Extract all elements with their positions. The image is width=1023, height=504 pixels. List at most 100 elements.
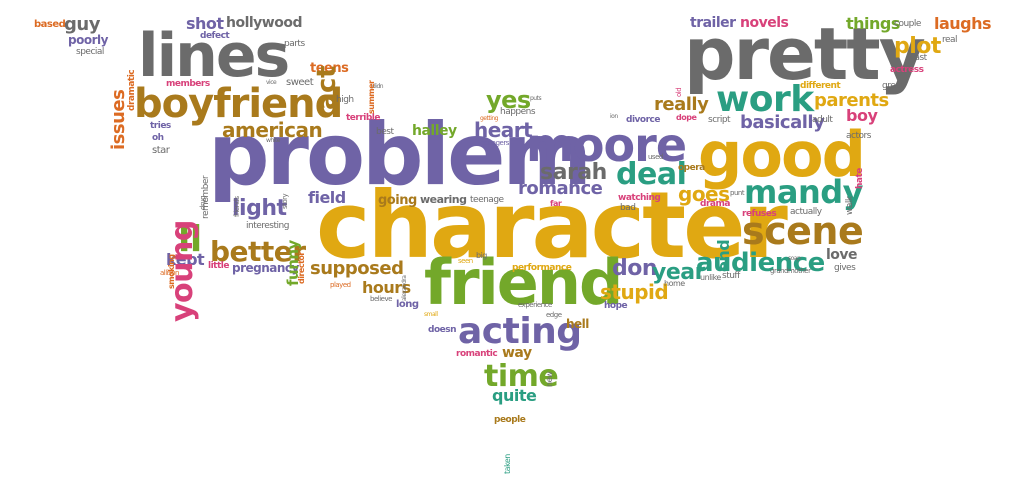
word-adult: adult <box>812 115 833 125</box>
word-soap: punt <box>730 189 745 197</box>
word-supposed: supposed <box>310 258 404 279</box>
word-really: really <box>654 94 709 115</box>
word-director: director <box>297 252 306 284</box>
word-didn: didn <box>372 83 384 90</box>
word-allison: allison <box>160 269 180 277</box>
word-divorce: divorce <box>626 115 660 125</box>
word-long: long <box>396 299 419 310</box>
word-played: played <box>330 281 351 289</box>
word-romance: romance <box>518 178 603 199</box>
word-yes: yes <box>486 86 531 114</box>
word-plot: plot <box>894 34 941 59</box>
word-stupid: stupid <box>600 280 669 304</box>
word-problem: problem <box>208 105 592 205</box>
word-actress: actress <box>890 65 924 75</box>
word-little: little <box>208 261 229 271</box>
word-home: home <box>664 279 685 288</box>
word-new: new <box>545 371 554 387</box>
word-things: things <box>846 14 900 33</box>
word-ll: ll <box>178 219 202 260</box>
word-time: time <box>484 359 559 394</box>
word-sarah: sarah <box>540 160 607 185</box>
word-hell: hell <box>566 317 589 331</box>
word-laughs: laughs <box>934 14 992 33</box>
word-actors: actors <box>846 131 871 141</box>
word-dope: dope <box>676 113 697 122</box>
word-field: field <box>308 188 346 207</box>
word-used: opera <box>678 163 705 173</box>
word-walk: walk <box>845 196 855 215</box>
word-drama: drama <box>700 199 730 209</box>
word-old: summer <box>367 80 376 115</box>
word-love: love <box>826 247 858 263</box>
word-way: way <box>502 345 532 361</box>
word-different: different <box>800 81 841 91</box>
word-white: story <box>281 193 289 209</box>
word-defect: defect <box>200 31 230 41</box>
word-trailer: trailer <box>690 15 736 31</box>
word-end: end <box>714 239 733 272</box>
word-teens: teens <box>310 61 349 76</box>
word-high: high <box>336 95 354 105</box>
word-story: drug <box>199 195 207 210</box>
word-sweet: sweet <box>286 77 314 88</box>
word-interesting: interesting <box>246 221 289 231</box>
word-oh: oh <box>152 133 164 143</box>
word-kept: kept <box>166 250 205 269</box>
word-friend: friend <box>424 246 623 319</box>
word-great: great <box>882 81 904 91</box>
word-far: far <box>550 199 562 208</box>
word-lines: lines <box>138 21 290 91</box>
word-drug: friends <box>233 196 241 217</box>
word-people: people <box>494 415 526 425</box>
word-hate: hate <box>855 168 865 189</box>
word-bad: bad <box>620 203 636 213</box>
word-act: act <box>312 66 342 110</box>
word-real: real <box>942 35 958 45</box>
word-experience: experience <box>518 301 552 309</box>
word-basically: basically <box>740 112 825 133</box>
word-goes: goes <box>678 182 730 206</box>
word-hollywood: hollywood <box>226 15 303 31</box>
word-vice: vice <box>266 79 277 86</box>
word-dramatic: dramatic <box>127 69 137 111</box>
word-romantic: romantic <box>456 349 498 359</box>
word-performance: performance <box>512 263 572 273</box>
word-unlike: unlike <box>700 273 721 282</box>
word-alexandra: white <box>266 137 280 144</box>
word-best: best <box>376 127 394 137</box>
word-issues: issues <box>108 89 129 150</box>
word-american: american <box>222 118 323 142</box>
word-audience: audience <box>696 248 825 278</box>
word-actually: actually <box>790 207 822 217</box>
word-guy: guy <box>64 14 100 35</box>
word-good: good <box>698 118 866 191</box>
word-quite: quite <box>492 386 537 405</box>
word-believe: believe <box>370 295 392 303</box>
word-year: year <box>652 260 705 285</box>
word-tries: tries <box>150 121 171 131</box>
word-novels: novels <box>740 15 789 31</box>
word-boyfriend: boyfriend <box>134 81 343 127</box>
word-punt: used <box>648 153 663 161</box>
word-acting: acting <box>458 311 582 352</box>
word-grandmother: soap <box>788 255 801 262</box>
word-going: going <box>378 193 417 208</box>
word-halley: halley <box>412 123 457 139</box>
word-couple: couple <box>894 19 921 29</box>
word-small: alexandra <box>401 275 408 301</box>
word-gives: gives <box>834 263 856 273</box>
word-heart: heart <box>474 118 533 142</box>
word-ion: ion <box>610 113 618 120</box>
word-parts: parts <box>284 39 305 49</box>
word-mandy: mandy <box>744 173 863 211</box>
word-shot: shot <box>186 14 224 33</box>
word-summer: small <box>424 311 438 318</box>
word-moore: moore <box>526 118 687 172</box>
word-taken: taken <box>503 454 512 474</box>
word-watching: watching <box>618 193 661 203</box>
word-smoking: smoking <box>167 254 176 289</box>
word-based: based <box>34 19 66 30</box>
word-terrible: terrible <box>346 113 381 123</box>
